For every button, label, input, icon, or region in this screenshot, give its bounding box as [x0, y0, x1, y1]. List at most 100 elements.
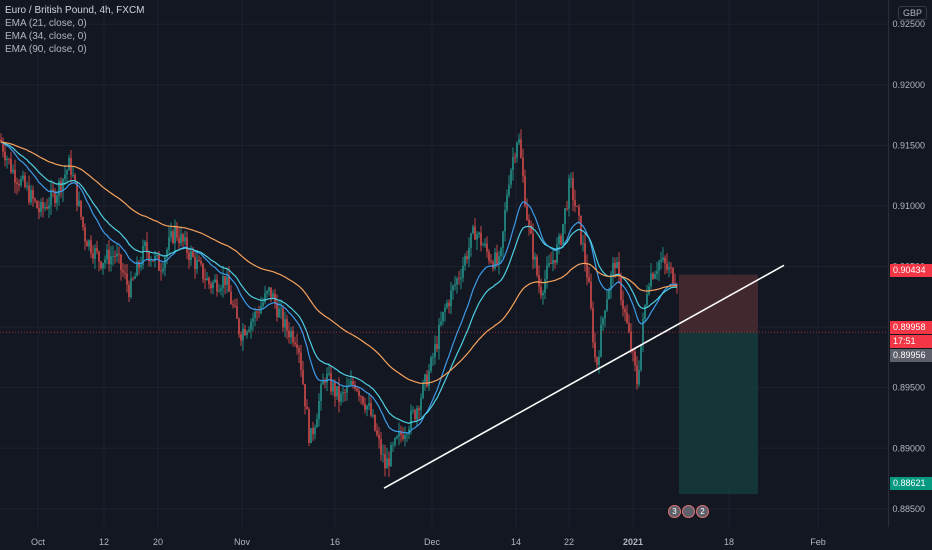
candle-body	[550, 263, 552, 264]
candle-body	[24, 175, 26, 187]
candle-body	[628, 322, 630, 332]
candle-body	[396, 436, 398, 439]
candle-body	[382, 454, 384, 456]
candle-body	[212, 282, 214, 289]
candle-body	[672, 268, 674, 284]
candle-body	[194, 256, 196, 269]
ema21-legend[interactable]: EMA (21, close, 0)	[5, 18, 87, 29]
candle-body	[32, 190, 34, 199]
candle-body	[352, 380, 354, 385]
candle-body	[506, 195, 508, 211]
candle-body	[380, 439, 382, 455]
candle-body	[514, 157, 516, 159]
candle-body	[204, 279, 206, 281]
y-tick-label: 0.91000	[892, 201, 925, 211]
candle-body	[26, 185, 28, 187]
candle-body	[112, 256, 114, 257]
candle-body	[232, 304, 234, 306]
candle-body	[134, 276, 136, 279]
candle-body	[96, 247, 98, 252]
event-icons[interactable]: 3 2	[668, 505, 709, 518]
candle-body	[144, 241, 146, 247]
ema90-legend[interactable]: EMA (90, close, 0)	[5, 44, 87, 55]
candle-body	[38, 208, 40, 213]
candle-body	[300, 352, 302, 371]
candle-body	[616, 262, 618, 269]
candle-body	[564, 208, 566, 224]
candle-body	[256, 311, 258, 313]
candle-body	[466, 256, 468, 260]
candle-body	[630, 331, 632, 351]
candle-body	[386, 458, 388, 469]
ema34-legend[interactable]: EMA (34, close, 0)	[5, 31, 87, 42]
candle-body	[638, 369, 640, 385]
candle-body	[42, 201, 44, 209]
candle-body	[152, 260, 154, 262]
candle-body	[406, 434, 408, 436]
candle-body	[236, 306, 238, 319]
candle-body	[290, 330, 292, 338]
candle-body	[482, 245, 484, 247]
candle-body	[364, 404, 366, 410]
candle-body	[6, 158, 8, 161]
x-tick-label: 16	[330, 537, 340, 547]
candle-body	[136, 262, 138, 277]
candle-body	[350, 380, 352, 386]
currency-badge[interactable]: GBP	[897, 6, 927, 20]
candle-body	[446, 302, 448, 308]
candle-body	[178, 237, 180, 244]
candle-body	[618, 262, 620, 276]
candle-body	[20, 178, 22, 186]
candle-body	[378, 434, 380, 440]
candle-body	[252, 318, 254, 322]
candle-body	[222, 276, 224, 289]
candle-body	[244, 328, 246, 336]
candle-body	[126, 273, 128, 285]
candle-body	[238, 318, 240, 335]
candle-body	[86, 241, 88, 247]
event-icon-1[interactable]: 3	[668, 505, 681, 518]
candle-body	[640, 344, 642, 370]
candle-body	[520, 139, 522, 158]
candle-body	[552, 260, 554, 264]
candle-body	[150, 260, 152, 262]
candle-body	[340, 393, 342, 402]
take-profit-zone	[679, 332, 758, 495]
event-icon-3[interactable]: 2	[696, 505, 709, 518]
candle-body	[398, 431, 400, 437]
candle-body	[140, 264, 142, 268]
candle-body	[528, 219, 530, 226]
candle-body	[574, 200, 576, 206]
candle-body	[422, 382, 424, 398]
event-icon-2[interactable]	[682, 505, 695, 518]
candle-body	[304, 384, 306, 407]
candle-body	[476, 234, 478, 240]
candle-body	[450, 290, 452, 307]
candle-body	[294, 342, 296, 345]
candle-body	[138, 262, 140, 268]
candle-body	[474, 226, 476, 240]
candle-body	[444, 307, 446, 313]
candle-body	[392, 444, 394, 446]
candle-body	[318, 400, 320, 419]
candle-body	[556, 244, 558, 263]
candle-body	[234, 305, 236, 307]
candle-body	[480, 232, 482, 246]
candle-body	[2, 142, 4, 152]
candle-body	[454, 284, 456, 286]
candle-body	[342, 392, 344, 394]
candle-body	[12, 169, 14, 173]
candle-body	[636, 365, 638, 385]
candle-body	[156, 255, 158, 256]
candle-body	[54, 191, 56, 204]
candle-body	[390, 444, 392, 467]
candle-body	[66, 170, 68, 175]
candle-body	[428, 370, 430, 387]
candle-body	[316, 418, 318, 428]
entry-price-tag: 0.89956	[890, 349, 932, 362]
candle-body	[298, 347, 300, 353]
candle-body	[100, 261, 102, 269]
candle-body	[532, 233, 534, 260]
candle-body	[168, 237, 170, 250]
